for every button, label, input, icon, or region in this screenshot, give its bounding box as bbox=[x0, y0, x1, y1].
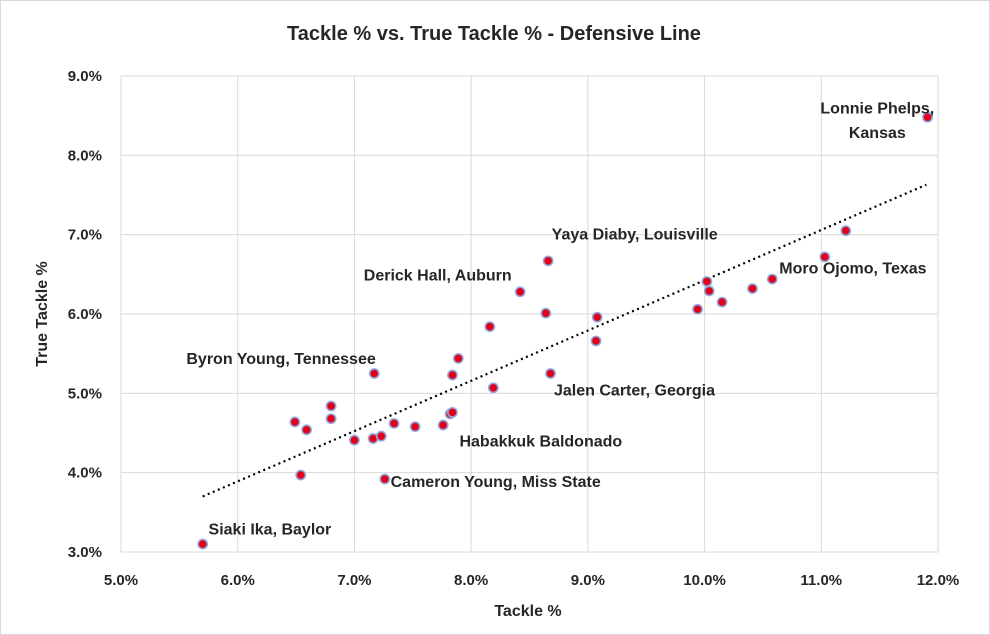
scatter-point bbox=[289, 416, 301, 428]
x-tick-label: 5.0% bbox=[104, 572, 138, 589]
y-tick-label: 8.0% bbox=[68, 147, 102, 164]
y-tick-label: 9.0% bbox=[68, 68, 102, 85]
y-tick-label: 6.0% bbox=[68, 306, 102, 323]
y-tick-label: 3.0% bbox=[68, 544, 102, 561]
data-points bbox=[197, 111, 933, 550]
scatter-point bbox=[840, 225, 852, 237]
annotations: Siaki Ika, Baylor Byron Young, Tennessee D… bbox=[186, 100, 934, 538]
scatter-point bbox=[819, 251, 831, 263]
scatter-point bbox=[409, 421, 421, 433]
scatter-point bbox=[692, 303, 703, 315]
scatter-point bbox=[325, 413, 337, 425]
scatter-point bbox=[514, 286, 526, 298]
scatter-point bbox=[197, 538, 209, 550]
x-tick-label: 12.0% bbox=[917, 572, 960, 589]
point-annotation: Siaki Ika, Baylor bbox=[209, 522, 332, 539]
point-annotation: Lonnie Phelps, bbox=[820, 100, 934, 117]
scatter-point bbox=[375, 430, 387, 442]
x-tick-label: 8.0% bbox=[454, 572, 488, 589]
point-annotation: Derick Hall, Auburn bbox=[364, 268, 512, 285]
y-tick-label: 7.0% bbox=[68, 227, 102, 244]
scatter-point bbox=[747, 283, 758, 295]
point-annotation: Cameron Young, Miss State bbox=[391, 474, 601, 491]
scatter-point bbox=[325, 400, 337, 412]
scatter-point bbox=[388, 418, 400, 429]
scatter-point bbox=[542, 255, 554, 267]
point-annotation: Habakkuk Baldonado bbox=[459, 433, 622, 450]
x-tick-label: 6.0% bbox=[221, 572, 255, 589]
point-annotation: Kansas bbox=[849, 125, 906, 142]
scatter-point bbox=[447, 369, 458, 381]
scatter-point bbox=[703, 285, 715, 297]
point-annotation: Jalen Carter, Georgia bbox=[554, 383, 715, 400]
scatter-point bbox=[301, 424, 312, 436]
y-tick-label: 5.0% bbox=[68, 385, 102, 402]
x-axis-title: Tackle % bbox=[494, 603, 561, 620]
x-tick-labels: 5.0% 6.0% 7.0% 8.0% 9.0% 10.0% 11.0% 12.0% bbox=[104, 572, 959, 589]
scatter-point bbox=[591, 311, 603, 323]
y-axis-title: True Tackle % bbox=[34, 261, 51, 367]
scatter-point bbox=[590, 335, 602, 347]
x-tick-label: 11.0% bbox=[800, 572, 842, 589]
scatter-point bbox=[295, 469, 307, 481]
scatter-point bbox=[368, 368, 380, 379]
scatter-point bbox=[922, 111, 933, 123]
scatter-point bbox=[545, 368, 556, 379]
scatter-point bbox=[379, 473, 391, 485]
scatter-point bbox=[447, 406, 458, 418]
y-tick-label: 4.0% bbox=[68, 465, 102, 482]
scatter-point bbox=[349, 434, 360, 446]
chart-title: Tackle % vs. True Tackle % - Defensive L… bbox=[287, 23, 701, 45]
y-tick-labels: 3.0% 4.0% 5.0% 6.0% 7.0% 8.0% 9.0% bbox=[68, 68, 102, 561]
scatter-point bbox=[437, 419, 449, 431]
scatter-point bbox=[452, 353, 464, 364]
x-tick-label: 9.0% bbox=[571, 572, 605, 589]
point-annotation: Yaya Diaby, Louisville bbox=[552, 226, 718, 243]
gridlines bbox=[120, 75, 939, 553]
point-annotation: Byron Young, Tennessee bbox=[186, 351, 375, 368]
point-annotation: Moro Ojomo, Texas bbox=[779, 261, 926, 278]
scatter-point bbox=[487, 382, 499, 394]
scatter-point bbox=[766, 273, 778, 285]
scatter-point bbox=[484, 321, 496, 333]
scatter-point bbox=[701, 276, 713, 287]
x-tick-label: 7.0% bbox=[337, 572, 371, 589]
scatter-point bbox=[716, 296, 728, 308]
scatter-point bbox=[540, 307, 552, 319]
x-tick-label: 10.0% bbox=[683, 572, 726, 589]
